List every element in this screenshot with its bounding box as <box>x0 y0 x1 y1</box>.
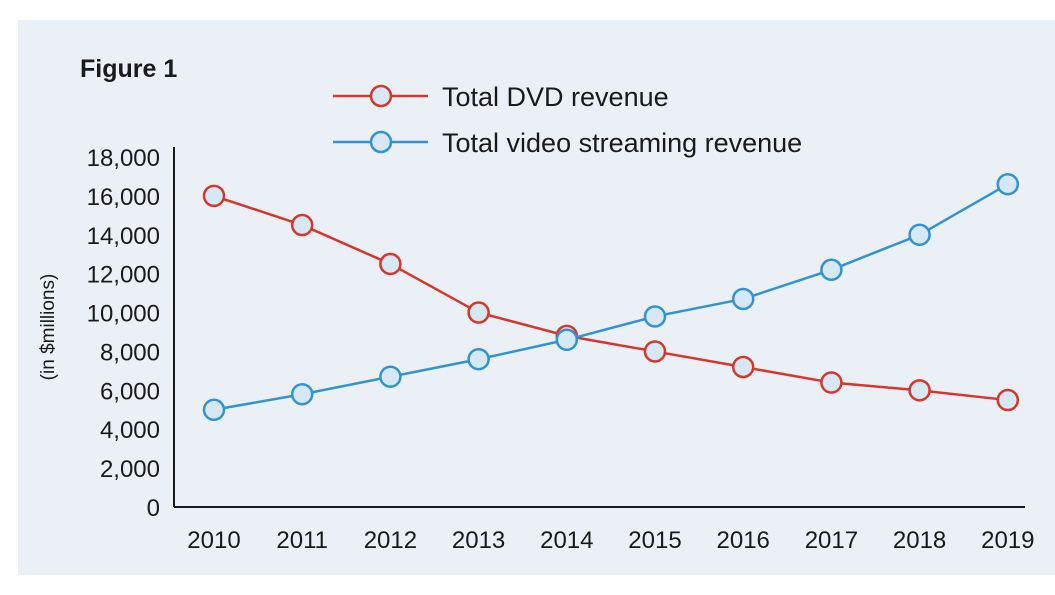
y-axis-title: (in $millions) <box>38 274 59 381</box>
x-tick-label: 2018 <box>893 527 946 554</box>
data-point <box>467 347 490 371</box>
series-group <box>202 184 1020 412</box>
y-tick-label: 8,000 <box>100 339 160 366</box>
y-tick-label: 16,000 <box>87 184 160 211</box>
legend-marker <box>369 84 393 108</box>
y-tick-label: 2,000 <box>100 456 160 483</box>
figure-label: Figure 1 <box>80 55 178 83</box>
series-line <box>213 183 1009 412</box>
data-point <box>731 355 755 379</box>
x-tick-label: 2014 <box>540 527 593 554</box>
data-point <box>643 305 667 328</box>
axes <box>173 147 1025 508</box>
data-point <box>908 379 931 402</box>
x-tick-label: 2011 <box>276 527 328 554</box>
x-tick-label: 2015 <box>628 527 681 554</box>
data-point <box>996 388 1020 412</box>
data-point <box>202 184 226 208</box>
y-tick-label: 4,000 <box>100 417 160 444</box>
figure-panel <box>18 20 1055 575</box>
legend-label: Total DVD revenue <box>442 82 669 112</box>
x-tick-label: 2019 <box>981 527 1034 554</box>
data-point <box>820 371 843 394</box>
x-tick-label: 2010 <box>187 527 240 554</box>
data-point <box>908 223 931 247</box>
data-point <box>467 301 490 324</box>
legend-label: Total video streaming revenue <box>442 128 802 158</box>
data-point <box>379 365 402 388</box>
y-tick-label: 18,000 <box>87 145 160 172</box>
y-tick-label: 12,000 <box>87 262 160 289</box>
x-tick-label: 2016 <box>717 527 770 554</box>
data-point <box>996 172 1020 196</box>
legend-marker <box>369 130 393 154</box>
legend-item: Total DVD revenue <box>333 82 669 112</box>
data-point <box>555 328 579 352</box>
y-tick-label: 10,000 <box>87 301 160 328</box>
series <box>202 172 1020 422</box>
y-tick-labels: 0 2,000 4,000 6,000 8,000 10,000 12,000 14,000 1… <box>87 145 160 522</box>
y-tick-label: 14,000 <box>87 223 160 250</box>
legend-item: Total video streaming revenue <box>333 128 802 158</box>
legend: Total DVD revenue Total video streaming r… <box>333 82 802 158</box>
x-tick-labels: 2010 2011 2012 2013 2014 2015 2016 2017 2018 2019 <box>187 527 1034 554</box>
x-tick-label: 2017 <box>805 527 858 554</box>
y-tick-label: 0 <box>147 495 160 522</box>
data-point <box>379 252 402 276</box>
data-point <box>643 340 667 363</box>
series-group <box>202 172 1020 422</box>
data-point <box>290 382 314 406</box>
data-point <box>202 398 226 422</box>
series-line <box>213 194 1008 402</box>
x-tick-label: 2013 <box>452 527 505 554</box>
data-point <box>820 258 843 282</box>
y-tick-label: 6,000 <box>100 378 160 405</box>
data-point <box>731 287 755 311</box>
x-tick-label: 2012 <box>364 527 417 554</box>
data-point <box>290 213 314 237</box>
